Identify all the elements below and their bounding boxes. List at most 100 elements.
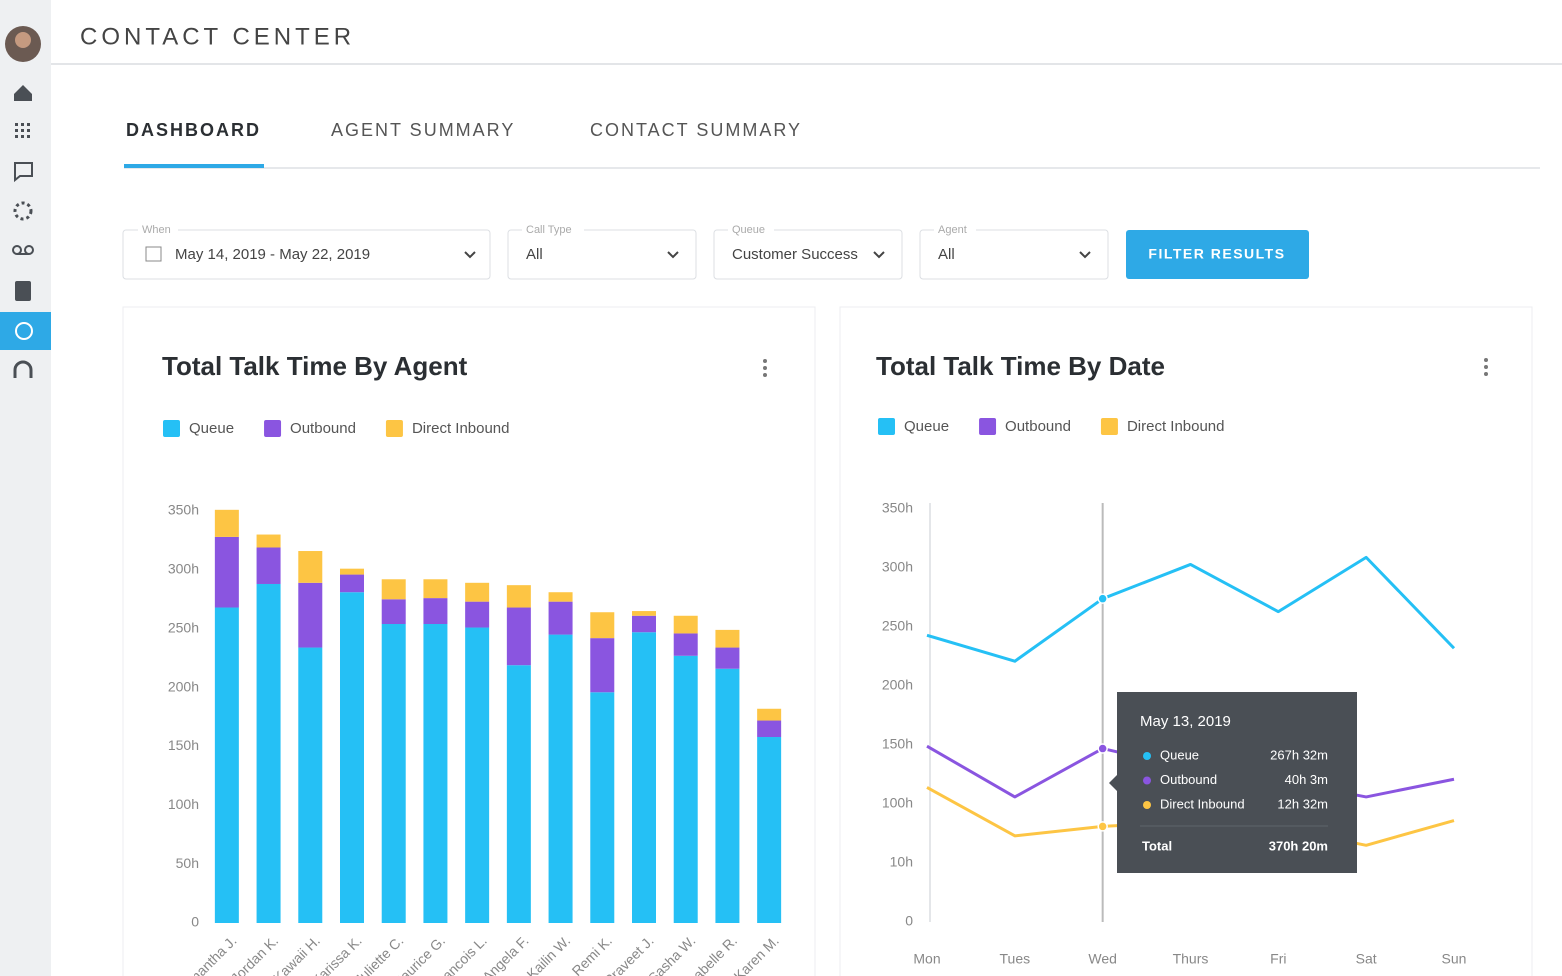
filter-label-bg [522, 224, 584, 236]
y-tick-label: 300h [882, 559, 913, 575]
tab[interactable]: DASHBOARD [126, 120, 261, 140]
bar-segment [757, 737, 782, 923]
filter-label: Queue [732, 224, 765, 236]
bar-segment [214, 536, 239, 608]
bar-segment [673, 655, 698, 923]
y-tick-label: 300h [168, 561, 199, 577]
chevron [464, 251, 476, 259]
filter-label-bg [728, 224, 774, 236]
legend-swatch [878, 418, 895, 435]
bar-segment [256, 583, 281, 923]
legend-swatch [1100, 418, 1118, 435]
tooltip-title: May 13, 2019 [1140, 713, 1231, 730]
tab-underline [124, 164, 264, 168]
bar-segment [214, 509, 239, 537]
y-tick-label: 200h [168, 678, 199, 694]
bar-segment [465, 601, 490, 628]
bar-segment [256, 534, 281, 548]
filter-box[interactable] [122, 229, 491, 280]
tooltip-box [1109, 692, 1357, 873]
team-icon[interactable] [13, 201, 33, 221]
bar-segment [340, 574, 364, 593]
bar-segment [673, 615, 698, 634]
home-icon[interactable] [14, 85, 32, 101]
tab[interactable]: AGENT SUMMARY [331, 120, 515, 140]
tooltip-total-label: Total [1142, 838, 1172, 853]
y-tick-label: 250h [168, 619, 199, 635]
bar-segment [506, 585, 531, 608]
filter-box[interactable] [713, 229, 903, 280]
y-tick-label: 100h [882, 795, 913, 811]
history-active[interactable] [0, 312, 51, 350]
filter-button[interactable] [1126, 230, 1309, 279]
y-tick-label: 350h [882, 500, 913, 516]
legend-label: Direct Inbound [1127, 418, 1225, 435]
bar-segment [256, 547, 281, 584]
filter-label: Agent [938, 224, 967, 236]
legend-label: Queue [904, 418, 949, 435]
chat-icon[interactable] [14, 162, 33, 183]
bar-segment [214, 607, 239, 923]
bar-segment [632, 615, 656, 633]
menu-dots[interactable] [1484, 358, 1488, 376]
bar-segment [381, 624, 406, 923]
bar-segment [298, 647, 323, 923]
chevron [1079, 251, 1091, 259]
bar-segment [590, 638, 615, 693]
legend-label: Queue [189, 420, 234, 437]
x-tick-label: Sun [1442, 951, 1467, 967]
voicemail-icon[interactable] [12, 245, 34, 255]
sidebar [0, 0, 51, 976]
bar-segment [465, 582, 490, 602]
history-icon [15, 322, 33, 340]
x-tick-label: Fri [1270, 951, 1286, 967]
chart-title: Total Talk Time By Date [876, 351, 1165, 381]
bar-segment [590, 612, 615, 639]
filter[interactable]: Call Type All [507, 224, 697, 280]
bar-segment [381, 599, 406, 625]
filter-value: All [938, 246, 955, 263]
headset-icon[interactable] [13, 360, 33, 378]
bar-segment [506, 607, 531, 666]
bar-segment [298, 551, 323, 583]
legend-label: Direct Inbound [412, 420, 510, 437]
legend-swatch [264, 420, 282, 437]
chart: Queue Outbound Direct Inbound 0 10h 100h 150h 2… [878, 418, 1466, 967]
y-tick-label: 100h [168, 796, 199, 812]
filter[interactable]: When May 14, 2019 - May 22, 2019 [122, 224, 491, 280]
menu-dots[interactable] [763, 359, 767, 377]
y-tick-label: 250h [882, 618, 913, 634]
y-tick-label: 350h [168, 502, 199, 518]
bar-segment [340, 592, 364, 923]
filter-box[interactable] [507, 229, 697, 280]
hover-point [1097, 593, 1108, 604]
filter[interactable]: Queue Customer Success [713, 224, 903, 280]
dialpad-icon[interactable] [15, 123, 30, 138]
filter-label-bg [934, 224, 976, 236]
tooltip-value: 267h 32m [1270, 747, 1328, 762]
tooltip-name: Outbound [1160, 772, 1217, 787]
filter-label-bg [138, 224, 178, 236]
filter-label: When [142, 224, 171, 236]
tooltip-dot [1143, 801, 1151, 809]
tooltip-dot [1143, 752, 1151, 760]
y-tick-label: 200h [882, 677, 913, 693]
bar-segment [673, 633, 698, 656]
contacts-icon[interactable] [15, 281, 31, 301]
filter-box[interactable] [919, 229, 1109, 280]
series-line [926, 555, 1456, 663]
bar-segment [757, 708, 782, 721]
filter[interactable]: Agent All [919, 224, 1109, 280]
bar-segment [506, 665, 531, 923]
tooltip-value: 12h 32m [1277, 796, 1328, 811]
bar-segment [423, 624, 448, 923]
filter-value: All [526, 246, 543, 263]
tab[interactable]: CONTACT SUMMARY [590, 120, 802, 140]
bar-segment [548, 601, 573, 635]
filter-button-label[interactable]: FILTER RESULTS [1148, 246, 1285, 262]
bar-segment [715, 647, 740, 669]
tooltip-value: 40h 3m [1285, 772, 1328, 787]
legend-swatch [163, 420, 180, 437]
bar-segment [632, 611, 656, 616]
